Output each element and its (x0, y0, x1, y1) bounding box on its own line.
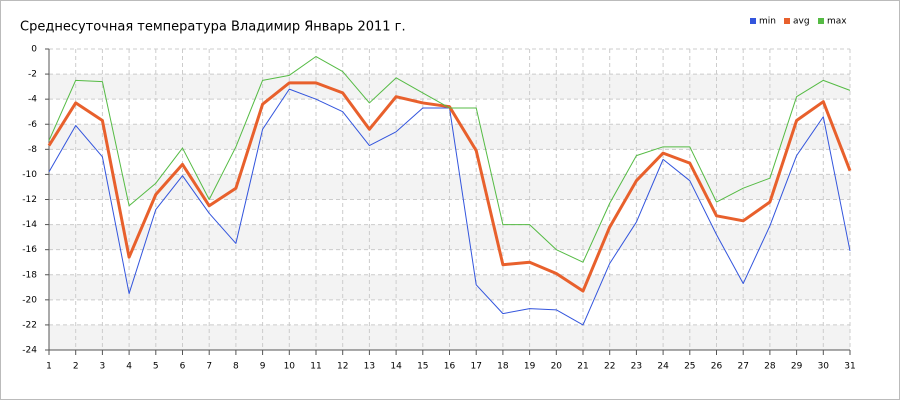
x-tick-label: 2 (73, 362, 79, 372)
x-tick-label: 8 (233, 362, 239, 372)
y-tick-label: 0 (31, 45, 37, 55)
x-tick-label: 15 (417, 362, 428, 372)
y-tick-label: -2 (28, 70, 37, 80)
x-tick-label: 17 (470, 362, 481, 372)
x-tick-label: 29 (791, 362, 803, 372)
x-tick-label: 26 (711, 362, 723, 372)
legend-label: avg (793, 17, 810, 27)
y-tick-label: -24 (22, 346, 37, 356)
legend-swatch (818, 18, 824, 24)
x-tick-label: 20 (551, 362, 563, 372)
legend-label: max (827, 17, 847, 27)
y-tick-label: -4 (28, 95, 37, 105)
x-tick-label: 18 (497, 362, 509, 372)
legend-swatch (784, 18, 790, 24)
y-tick-label: -6 (28, 120, 37, 130)
chart-title: Среднесуточная температура Владимир Янва… (20, 20, 406, 35)
x-tick-label: 13 (364, 362, 375, 372)
x-tick-label: 22 (604, 362, 615, 372)
y-tick-label: -16 (22, 245, 37, 255)
x-tick-label: 25 (684, 362, 695, 372)
y-tick-label: -10 (22, 170, 37, 180)
x-tick-label: 23 (631, 362, 642, 372)
y-tick-label: -20 (22, 295, 37, 305)
x-tick-label: 4 (126, 362, 132, 372)
x-tick-label: 3 (100, 362, 106, 372)
x-tick-label: 1 (46, 362, 52, 372)
y-tick-label: -12 (22, 195, 37, 205)
x-tick-label: 6 (180, 362, 186, 372)
x-tick-label: 24 (657, 362, 669, 372)
x-tick-label: 14 (390, 362, 402, 372)
x-tick-label: 19 (524, 362, 536, 372)
x-tick-label: 30 (818, 362, 830, 372)
series-line (47, 81, 852, 293)
series-line (48, 56, 851, 263)
x-tick-label: 10 (284, 362, 296, 372)
x-tick-label: 11 (310, 362, 321, 372)
legend-label: min (759, 17, 776, 27)
x-tick-label: 21 (577, 362, 588, 372)
y-tick-label: -22 (22, 320, 37, 330)
y-tick-label: -18 (22, 270, 37, 280)
y-tick-label: -14 (22, 220, 37, 230)
y-tick-label: -8 (28, 145, 37, 155)
x-tick-label: 31 (844, 362, 855, 372)
x-tick-label: 16 (444, 362, 456, 372)
legend-swatch (750, 18, 756, 24)
x-tick-label: 27 (737, 362, 748, 372)
x-tick-label: 7 (206, 362, 212, 372)
x-tick-label: 12 (337, 362, 348, 372)
x-tick-label: 28 (764, 362, 776, 372)
x-tick-label: 9 (260, 362, 266, 372)
x-tick-label: 5 (153, 362, 159, 372)
